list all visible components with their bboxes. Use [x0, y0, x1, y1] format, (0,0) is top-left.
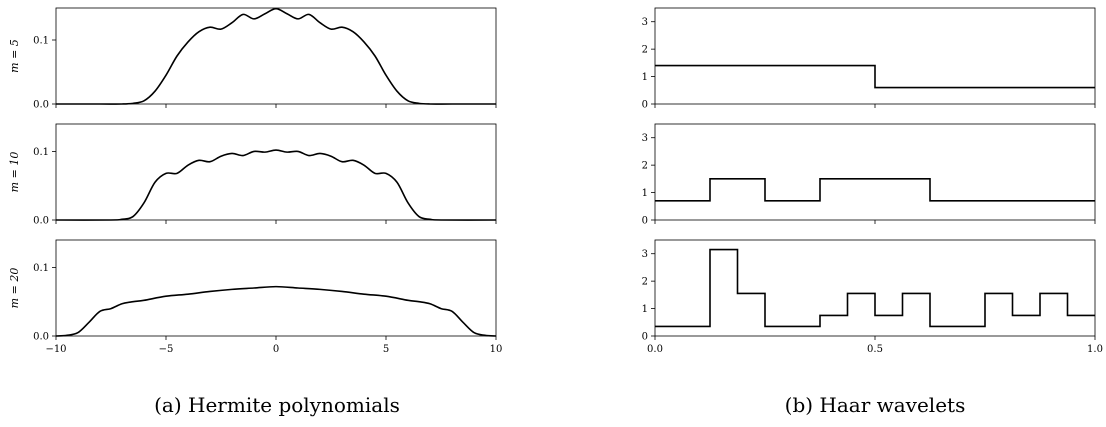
hermite-subplot-3: 0.0 0.1 −10 −5 0 5 10 m = 20	[8, 239, 503, 355]
y-tick-label: 2	[642, 161, 648, 172]
caption-haar: (b) Haar wavelets	[784, 393, 966, 417]
x-tick-label: 0.5	[867, 344, 883, 355]
hermite-subplot-2: 0.0 0.1 m = 10	[8, 123, 497, 227]
y-tick-label: 0.0	[33, 332, 49, 343]
x-tick-label: −10	[45, 344, 66, 355]
y-tick-label: 3	[642, 249, 648, 260]
y-tick-label: 0	[642, 332, 648, 343]
y-tick-label: 1	[642, 72, 648, 83]
caption-hermite: (a) Hermite polynomials	[154, 393, 400, 417]
hermite-series-line	[55, 7, 496, 105]
haar-series-line	[655, 64, 1095, 89]
figure: 0.00.1m = 50.00.1m = 100.00.1−10 −5 0 5 10m …	[8, 7, 1103, 355]
haar-series-line	[655, 178, 1095, 202]
y-tick-label: 2	[642, 45, 648, 56]
hermite-series-line	[55, 285, 497, 337]
axes-frame	[55, 239, 497, 337]
y-tick-label: 0.0	[33, 216, 49, 227]
y-tick-label: 0.1	[33, 263, 49, 274]
axes-frame	[654, 123, 1096, 221]
y-axis-label: m = 10	[8, 152, 21, 193]
x-tick-label: 0	[273, 344, 279, 355]
y-tick-label: 3	[642, 17, 648, 28]
y-tick-label: 0	[642, 216, 648, 227]
y-tick-label: 0.0	[33, 100, 49, 111]
hermite-subplot-1: 0.0 0.1 m = 5	[8, 7, 497, 111]
haar-subplot-2: 0 1 2 3	[642, 123, 1096, 227]
haar-subplot-3: 0 1 2 3 0.0 0.5 1.0	[642, 239, 1103, 355]
x-tick-label: 1.0	[1087, 344, 1103, 355]
x-tick-label: 10	[490, 344, 503, 355]
y-tick-label: 0.1	[33, 36, 49, 47]
axes-frame	[55, 123, 497, 221]
y-tick-label: 0	[642, 100, 648, 111]
haar-series-line	[655, 248, 1095, 328]
y-axis-label: m = 5	[8, 39, 21, 73]
x-tick-label: 5	[383, 344, 389, 355]
y-axis-label: m = 20	[8, 268, 21, 309]
hermite-series-line	[55, 149, 497, 221]
y-tick-label: 2	[642, 277, 648, 288]
y-tick-label: 1	[642, 304, 648, 315]
axes-frame	[654, 239, 1096, 337]
x-tick-label: 0.0	[647, 344, 663, 355]
y-tick-label: 1	[642, 188, 648, 199]
x-tick-label: −5	[159, 344, 174, 355]
y-tick-label: 3	[642, 133, 648, 144]
axes-frame	[654, 7, 1096, 105]
y-tick-label: 0.1	[33, 147, 49, 158]
axes-frame	[55, 7, 497, 105]
haar-subplot-1: 0 1 2 3	[642, 7, 1096, 111]
